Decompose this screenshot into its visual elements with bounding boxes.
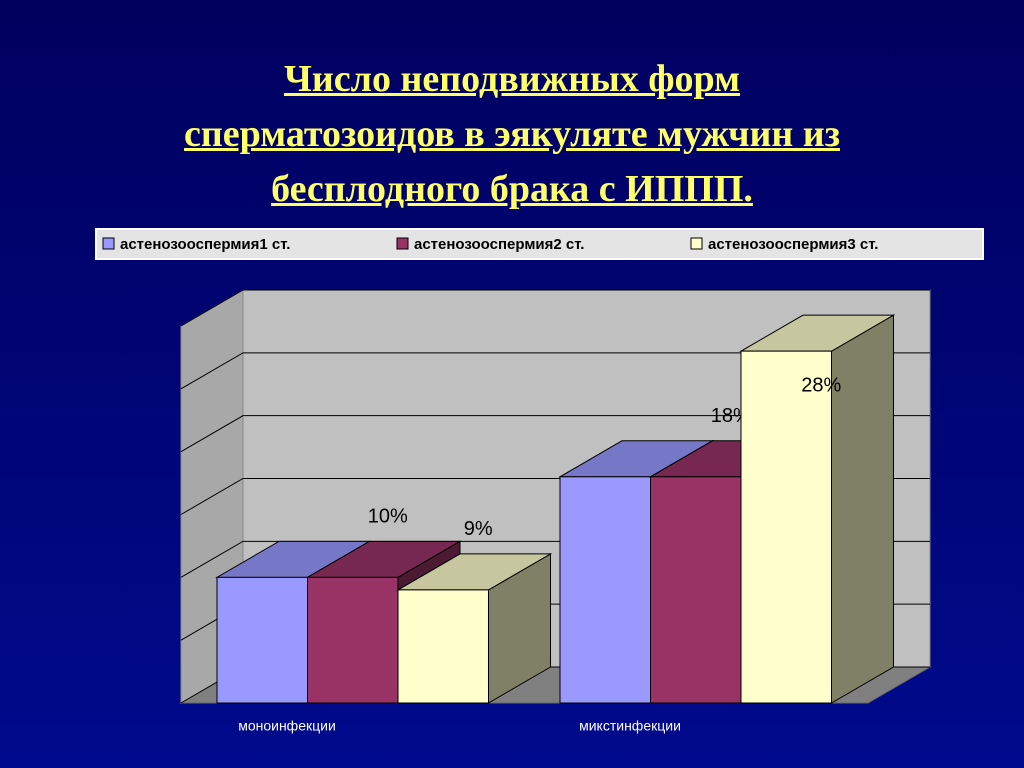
bar-front bbox=[740, 350, 832, 704]
legend-box bbox=[95, 228, 984, 260]
bar-front bbox=[559, 476, 651, 704]
bar-front bbox=[216, 576, 308, 704]
chart-title: Число неподвижных форм сперматозоидов в … bbox=[184, 58, 840, 210]
grid-line bbox=[180, 289, 930, 327]
legend-label: астенозооспермия3 ст. bbox=[708, 236, 878, 253]
legend: астенозооспермия1 ст. астенозооспермия2 с… bbox=[95, 228, 984, 260]
x-tick-label: моноинфекции bbox=[238, 718, 336, 734]
data-label: 10% bbox=[368, 506, 408, 528]
bar-front bbox=[650, 476, 742, 704]
grid-line bbox=[180, 415, 930, 453]
data-label: 9% bbox=[464, 518, 493, 540]
legend-label: астенозооспермия2 ст. bbox=[414, 236, 584, 253]
legend-swatch bbox=[396, 237, 409, 250]
bar-front bbox=[397, 589, 489, 704]
bar bbox=[739, 314, 896, 704]
grid-line bbox=[180, 352, 930, 390]
legend-swatch bbox=[690, 237, 703, 250]
legend-label: астенозооспермия1 ст. bbox=[120, 236, 290, 253]
bar bbox=[396, 553, 553, 704]
x-tick-label: микстинфекции bbox=[579, 718, 681, 734]
bar-front bbox=[307, 576, 399, 704]
legend-swatch bbox=[102, 237, 115, 250]
data-label: 28% bbox=[801, 374, 841, 396]
